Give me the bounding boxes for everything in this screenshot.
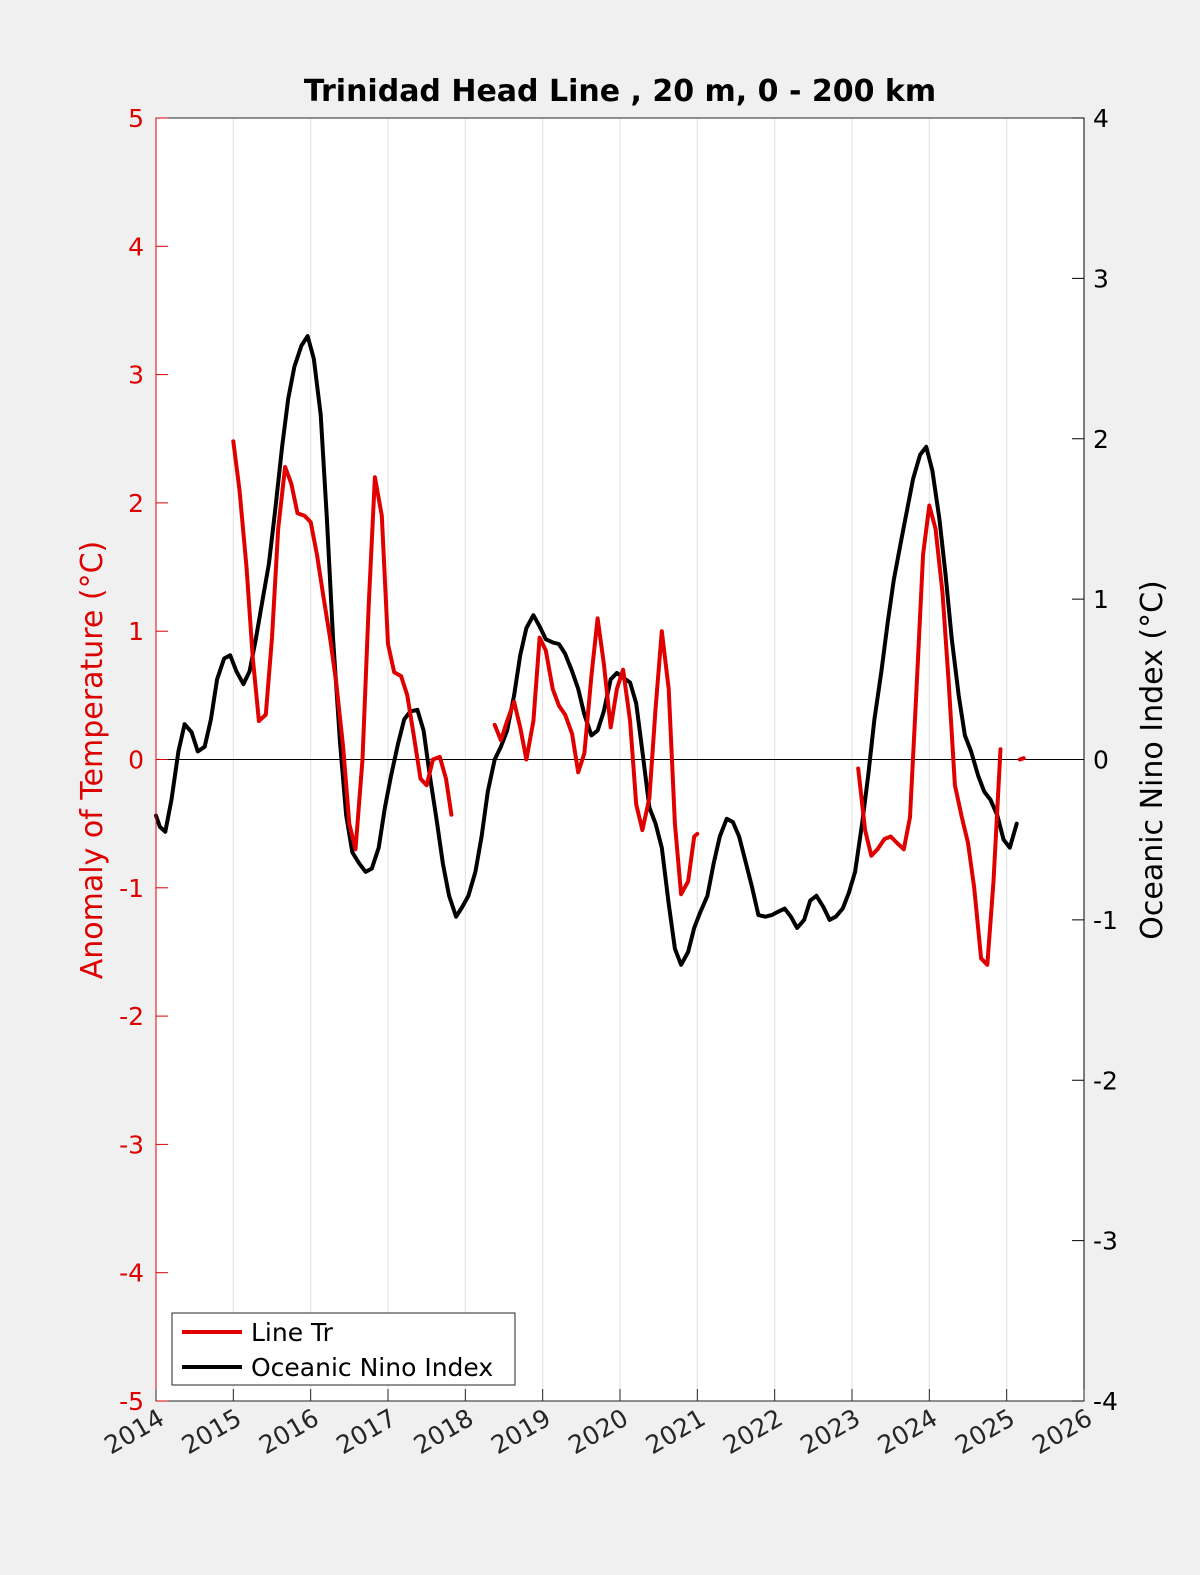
legend-label-line-tr: Line Tr: [251, 1318, 334, 1347]
left-tick-label: 1: [128, 617, 144, 646]
right-tick-label: -2: [1093, 1066, 1118, 1095]
right-axis-title: Oceanic Nino Index (°C): [1135, 580, 1170, 940]
legend-box: [171, 1312, 516, 1386]
right-tick-label: 0: [1093, 746, 1109, 775]
right-tick-label: 4: [1093, 104, 1109, 133]
left-tick-label: -4: [119, 1259, 144, 1288]
series-line-oni-segment-0: [154, 334, 1019, 967]
left-tick-label: 4: [128, 232, 144, 261]
left-tick-label: -2: [119, 1002, 144, 1031]
left-tick-label: 5: [128, 104, 144, 133]
left-axis-title: Anomaly of Temperature (°C): [75, 541, 110, 980]
chart-title: Trinidad Head Line , 20 m, 0 - 200 km: [304, 74, 936, 109]
left-tick-label: -5: [119, 1387, 144, 1416]
right-tick-label: -1: [1093, 906, 1118, 935]
left-tick-label: -1: [119, 874, 144, 903]
series-line-line-tr-segment-0: [231, 439, 454, 852]
right-tick-label: 1: [1093, 585, 1109, 614]
left-tick-label: 2: [128, 489, 144, 518]
legend-label-oni: Oceanic Nino Index: [251, 1353, 493, 1382]
left-y-axis: 5 4 3 2 1 0 -1 -2 -3 -4 -5: [119, 104, 168, 1416]
series-line-line-tr-segment-2: [856, 503, 1003, 967]
series-line-line-tr-segment-1: [492, 616, 700, 897]
series-layer: [154, 334, 1026, 967]
right-tick-label: 2: [1093, 425, 1109, 454]
right-tick-label: -4: [1093, 1387, 1118, 1416]
series-line-line-tr-segment-3: [1017, 756, 1026, 762]
legend: Line Tr Oceanic Nino Index: [171, 1312, 516, 1386]
right-tick-label: 3: [1093, 264, 1109, 293]
right-tick-label: -3: [1093, 1227, 1118, 1256]
left-tick-label: 0: [128, 746, 144, 775]
left-tick-label: 3: [128, 361, 144, 390]
right-y-axis: 4 3 2 1 0 -1 -2 -3 -4: [1072, 104, 1118, 1416]
left-tick-label: -3: [119, 1130, 144, 1159]
